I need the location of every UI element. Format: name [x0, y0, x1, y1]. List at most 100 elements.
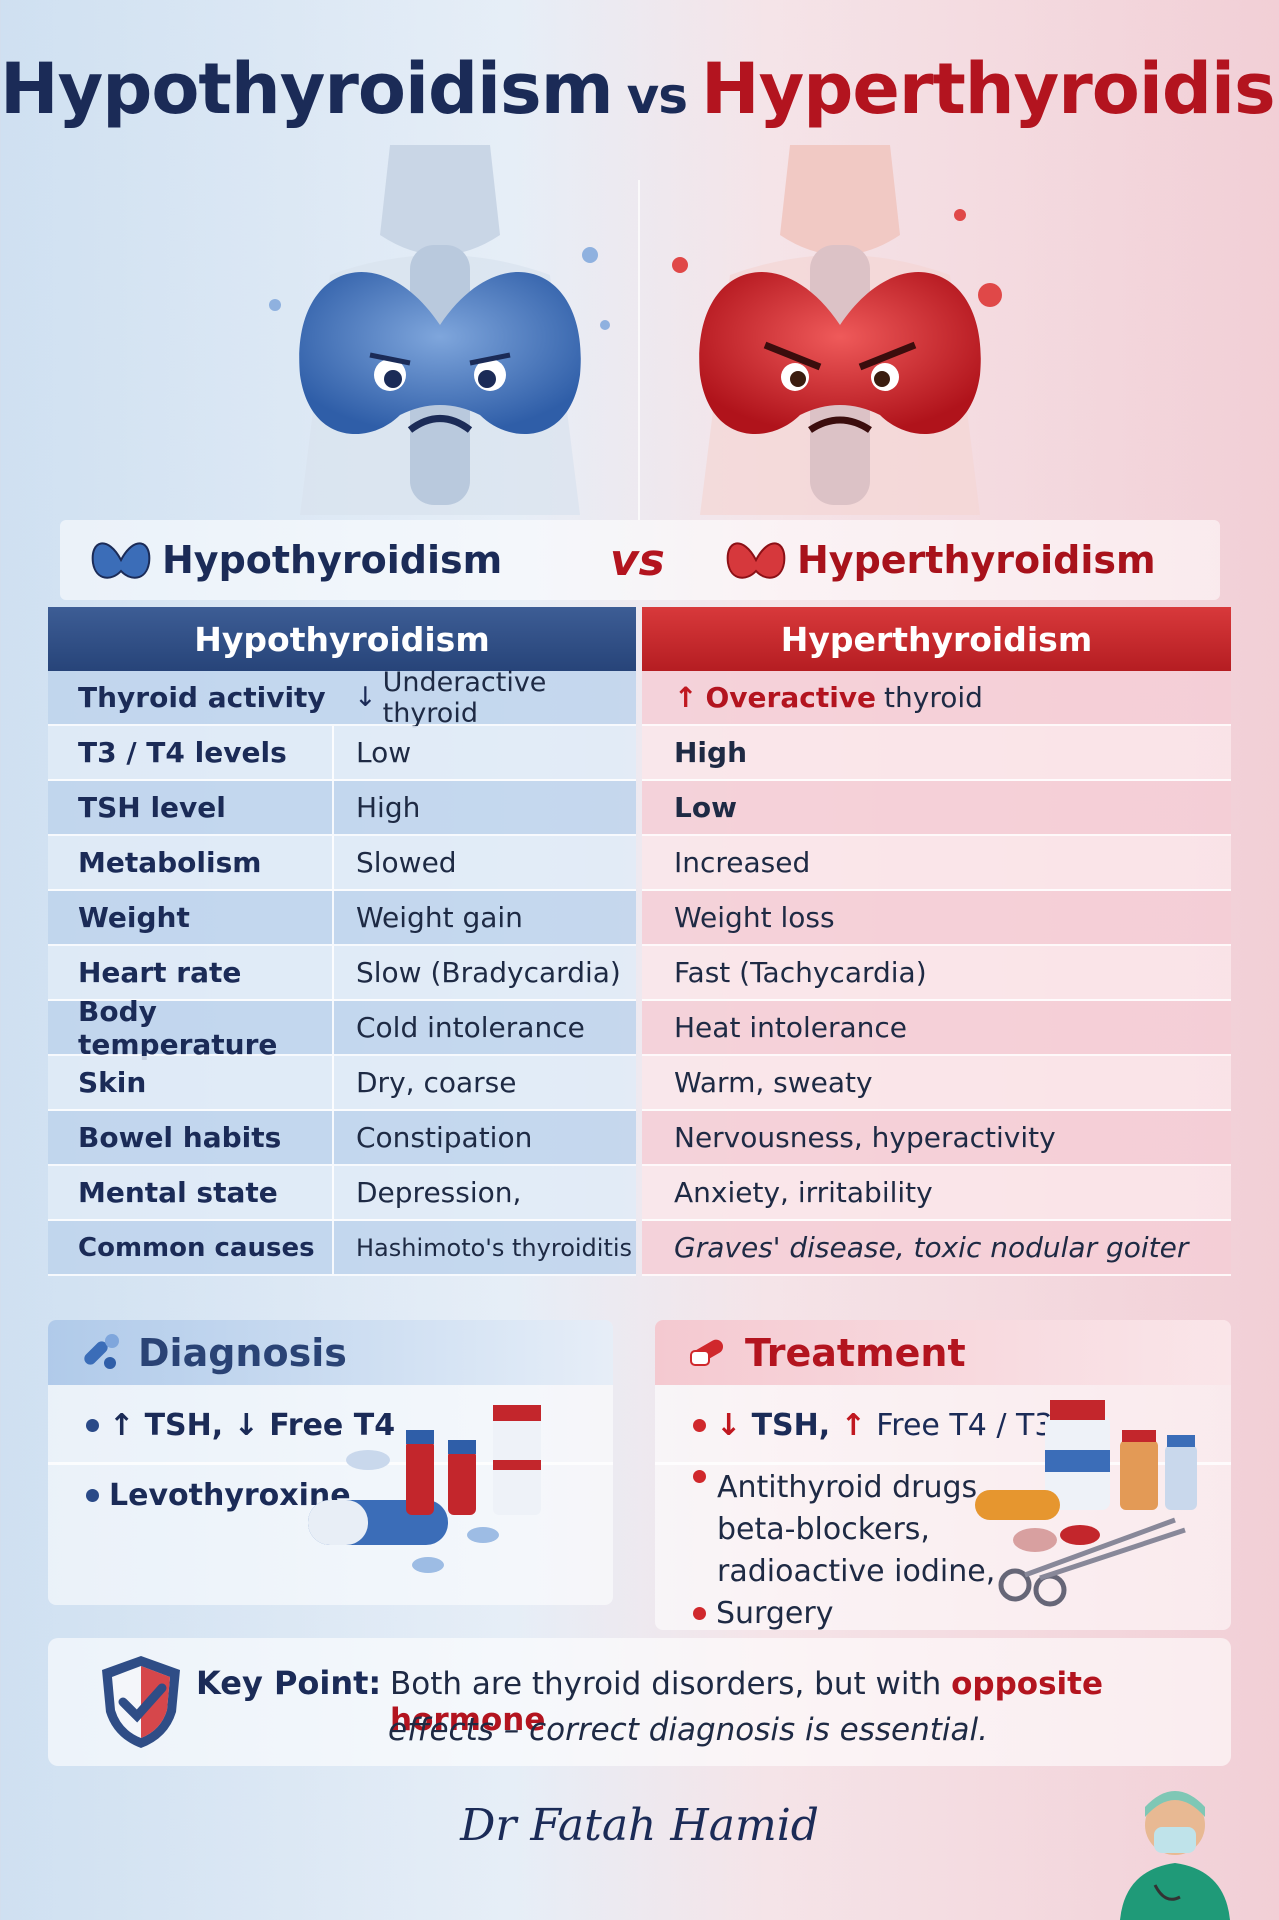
- arrow-down-icon: ↓: [716, 1408, 742, 1443]
- arrow-down-icon: ↓: [233, 1408, 259, 1443]
- arrow-up-icon: ↑: [674, 681, 698, 714]
- row-label: Skin: [48, 1056, 334, 1111]
- row-label: Weight: [48, 891, 334, 946]
- row-hypo-value: Low: [334, 726, 636, 781]
- medicine-icon: [975, 1400, 1197, 1607]
- treatment-line-last: Surgery: [693, 1596, 833, 1631]
- treatment-bullet: [693, 1470, 716, 1483]
- key-point-label: Key Point:: [196, 1664, 382, 1702]
- value-highlight: Overactive: [705, 681, 877, 714]
- banner-left: Hypothyroidism: [90, 535, 502, 585]
- key-point-text-a: Both are thyroid disorders, but with: [390, 1666, 942, 1702]
- row-hyper-value: Fast (Tachycardia): [642, 946, 1231, 1001]
- row-label: Thyroid activity: [48, 671, 334, 726]
- treatment-surgery: Surgery: [716, 1596, 834, 1631]
- bullet: [86, 1419, 99, 1432]
- banner-right: Hyperthyroidism: [725, 535, 1156, 585]
- hypothyroid-illustration: [260, 145, 620, 515]
- table-row: Bowel habits Constipation Nervousness, h…: [48, 1111, 1231, 1166]
- diagnosis-t4: Free T4: [269, 1408, 396, 1443]
- treatment-card: Treatment ↓ TSH, ↑ Free T4 / T3 Antithyr…: [655, 1320, 1231, 1631]
- treatment-title: Treatment: [745, 1330, 966, 1375]
- diagnosis-header: Diagnosis: [48, 1320, 613, 1385]
- row-label: Common causes: [48, 1221, 334, 1276]
- diagnosis-tsh: TSH,: [144, 1408, 224, 1443]
- row-label: Metabolism: [48, 836, 334, 891]
- row-hypo-value: ↓ Underactive thyroid: [334, 667, 636, 729]
- arrow-up-icon: ↑: [840, 1408, 866, 1443]
- row-hypo-value: Cold intolerance: [334, 1001, 636, 1056]
- row-hyper-value: ↑ Overactive thyroid: [642, 671, 1231, 726]
- medicine-icon: [308, 1405, 541, 1573]
- title-hypo: Hypothyroidism: [0, 48, 614, 130]
- bullet: [86, 1489, 99, 1502]
- row-hypo-value: Constipation: [334, 1111, 636, 1166]
- row-label: Mental state: [48, 1166, 334, 1221]
- row-hyper-value: Low: [642, 781, 1231, 836]
- header-hypo: Hypothyroidism: [48, 607, 636, 671]
- key-point-text-b: effects – correct diagnosis is essential…: [388, 1712, 988, 1748]
- diagnosis-title: Diagnosis: [138, 1330, 347, 1375]
- treatment-header: Treatment: [655, 1320, 1231, 1385]
- table-row: Common causes Hashimoto's thyroiditis Gr…: [48, 1221, 1231, 1276]
- row-hyper-value: Graves' disease, toxic nodular goiter: [642, 1221, 1231, 1276]
- treatment-item: radioactive iodine,: [717, 1554, 996, 1589]
- medicine-icon: [689, 1339, 724, 1366]
- row-label: Heart rate: [48, 946, 334, 1001]
- table-row: Mental state Depression, Anxiety, irrita…: [48, 1166, 1231, 1221]
- title-vs: vs: [626, 67, 688, 125]
- diagnosis-line-1: ↑ TSH, ↓ Free T4: [86, 1408, 395, 1443]
- row-label: Body temperature: [48, 995, 334, 1061]
- row-hypo-value: Dry, coarse: [334, 1056, 636, 1111]
- table-row: T3 / T4 levels Low High: [48, 726, 1231, 781]
- pills-icon: [84, 1333, 119, 1369]
- table-row: Body temperature Cold intolerance Heat i…: [48, 995, 1231, 1061]
- table-row: Skin Dry, coarse Warm, sweaty: [48, 1056, 1231, 1111]
- row-label: T3 / T4 levels: [48, 726, 334, 781]
- table-row: Metabolism Slowed Increased: [48, 836, 1231, 891]
- table-header: Hypothyroidism Hyperthyroidism: [48, 607, 1231, 671]
- shield-check-icon: [102, 1656, 180, 1748]
- row-hypo-value: Hashimoto's thyroiditis: [334, 1221, 636, 1276]
- divider: [48, 1462, 613, 1465]
- illustration-divider: [638, 180, 640, 520]
- author-signature: Dr Fatah Hamid: [460, 1800, 819, 1851]
- thyroid-butterfly-icon: [726, 542, 786, 579]
- thyroid-butterfly-icon: [91, 542, 151, 579]
- value-text: thyroid: [884, 681, 983, 714]
- diagnosis-treatment: Levothyroxine: [109, 1478, 351, 1513]
- title-hyper: Hyperthyroidism: [701, 48, 1279, 130]
- banner-vs-text: vs: [610, 534, 665, 586]
- row-hyper-value: Increased: [642, 836, 1231, 891]
- hyperthyroid-illustration: [660, 145, 1020, 515]
- row-hyper-value: Anxiety, irritability: [642, 1166, 1231, 1221]
- table-body: Thyroid activity ↓ Underactive thyroid ↑ O…: [48, 667, 1231, 1276]
- table-row: Thyroid activity ↓ Underactive thyroid ↑ O…: [48, 667, 1231, 729]
- row-hypo-value: Slow (Bradycardia): [334, 946, 636, 1001]
- arrow-down-icon: ↓: [354, 682, 377, 713]
- table-row: Heart rate Slow (Bradycardia) Fast (Tach…: [48, 946, 1231, 1001]
- table-row: Weight Weight gain Weight loss: [48, 891, 1231, 946]
- banner-hypo-label: Hypothyroidism: [162, 538, 503, 582]
- row-hyper-value: Weight loss: [642, 891, 1231, 946]
- treatment-tsh: TSH,: [751, 1408, 831, 1443]
- bullet: [693, 1470, 706, 1483]
- row-hyper-value: High: [642, 726, 1231, 781]
- key-point-text: Both are thyroid disorders, but with opp…: [390, 1666, 1231, 1738]
- row-label: TSH level: [48, 781, 334, 836]
- arrow-up-icon: ↑: [109, 1408, 135, 1443]
- treatment-item: beta-blockers,: [717, 1512, 930, 1547]
- banner-hyper-label: Hyperthyroidism: [797, 538, 1156, 582]
- row-hyper-value: Warm, sweaty: [642, 1056, 1231, 1111]
- row-hypo-value: Depression,: [334, 1166, 636, 1221]
- treatment-item: Antithyroid drugs,: [717, 1470, 987, 1505]
- row-hypo-value: Weight gain: [334, 891, 636, 946]
- row-hypo-value: High: [334, 781, 636, 836]
- row-hyper-value: Nervousness, hyperactivity: [642, 1111, 1231, 1166]
- header-hyper: Hyperthyroidism: [642, 607, 1231, 671]
- key-point-box: Key Point: Both are thyroid disorders, b…: [48, 1638, 1231, 1766]
- treatment-line-1: ↓ TSH, ↑ Free T4 / T3: [693, 1408, 1053, 1443]
- comparison-table: Hypothyroidism Hyperthyroidism Thyroid a…: [48, 607, 1231, 1276]
- row-label: Bowel habits: [48, 1111, 334, 1166]
